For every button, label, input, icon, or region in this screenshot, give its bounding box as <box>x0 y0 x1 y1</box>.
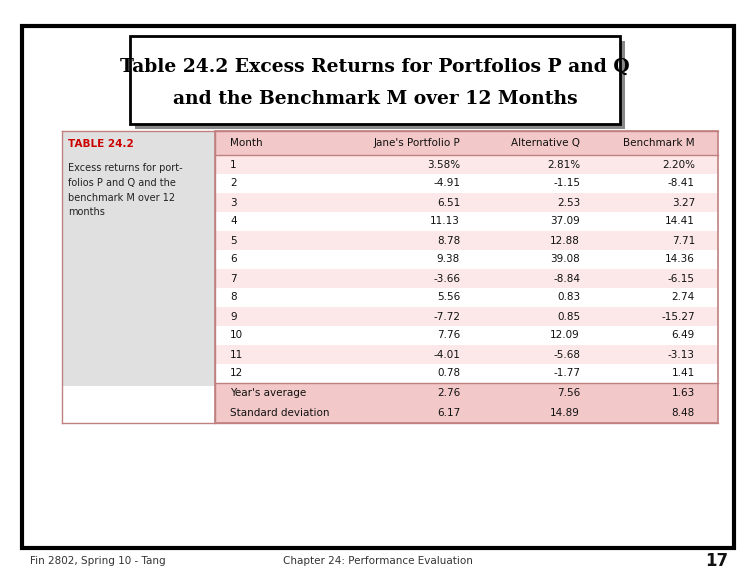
Text: 2.74: 2.74 <box>672 293 695 302</box>
Text: -15.27: -15.27 <box>662 312 695 321</box>
Text: 12.88: 12.88 <box>550 236 580 245</box>
Text: 5: 5 <box>230 236 237 245</box>
Text: -4.01: -4.01 <box>433 350 460 359</box>
FancyBboxPatch shape <box>215 131 718 155</box>
Text: 39.08: 39.08 <box>550 255 580 264</box>
Text: 0.83: 0.83 <box>557 293 580 302</box>
Text: -1.15: -1.15 <box>553 179 580 188</box>
Text: 2: 2 <box>230 179 237 188</box>
FancyBboxPatch shape <box>215 326 718 345</box>
Text: 8.78: 8.78 <box>437 236 460 245</box>
Text: 6.51: 6.51 <box>437 198 460 207</box>
FancyBboxPatch shape <box>215 250 718 269</box>
FancyBboxPatch shape <box>130 36 620 124</box>
Text: 11: 11 <box>230 350 243 359</box>
Text: 7.71: 7.71 <box>672 236 695 245</box>
Text: 4: 4 <box>230 217 237 226</box>
FancyBboxPatch shape <box>215 364 718 383</box>
Text: 14.36: 14.36 <box>665 255 695 264</box>
Text: -1.77: -1.77 <box>553 369 580 378</box>
Text: Excess returns for port-
folios P and Q and the
benchmark M over 12
months: Excess returns for port- folios P and Q … <box>68 163 183 217</box>
Text: 3.58%: 3.58% <box>427 160 460 169</box>
FancyBboxPatch shape <box>215 231 718 250</box>
FancyBboxPatch shape <box>135 41 625 129</box>
Text: 2.76: 2.76 <box>437 388 460 398</box>
FancyBboxPatch shape <box>62 131 215 386</box>
Text: 11.13: 11.13 <box>430 217 460 226</box>
Text: 7: 7 <box>230 274 237 283</box>
Text: -3.13: -3.13 <box>668 350 695 359</box>
Text: Table 24.2 Excess Returns for Portfolios P and Q: Table 24.2 Excess Returns for Portfolios… <box>120 58 630 76</box>
Text: -8.84: -8.84 <box>553 274 580 283</box>
Text: 6.49: 6.49 <box>672 331 695 340</box>
Text: 3.27: 3.27 <box>672 198 695 207</box>
FancyBboxPatch shape <box>215 155 718 174</box>
Text: Month: Month <box>230 138 262 148</box>
Text: 2.81%: 2.81% <box>547 160 580 169</box>
Text: 6.17: 6.17 <box>437 408 460 418</box>
Text: and the Benchmark M over 12 Months: and the Benchmark M over 12 Months <box>172 90 578 108</box>
Text: -5.68: -5.68 <box>553 350 580 359</box>
Text: 8: 8 <box>230 293 237 302</box>
Text: TABLE 24.2: TABLE 24.2 <box>68 139 134 149</box>
Text: 7.76: 7.76 <box>437 331 460 340</box>
Text: 6: 6 <box>230 255 237 264</box>
FancyBboxPatch shape <box>215 269 718 288</box>
Text: 2.53: 2.53 <box>556 198 580 207</box>
Text: Alternative Q: Alternative Q <box>511 138 580 148</box>
Text: 5.56: 5.56 <box>437 293 460 302</box>
Text: 1: 1 <box>230 160 237 169</box>
FancyBboxPatch shape <box>215 193 718 212</box>
FancyBboxPatch shape <box>215 383 718 403</box>
Text: Standard deviation: Standard deviation <box>230 408 330 418</box>
Text: 17: 17 <box>705 552 728 570</box>
FancyBboxPatch shape <box>22 26 734 548</box>
Text: Jane's Portfolio P: Jane's Portfolio P <box>373 138 460 148</box>
Text: 12.09: 12.09 <box>550 331 580 340</box>
Text: Chapter 24: Performance Evaluation: Chapter 24: Performance Evaluation <box>283 556 473 566</box>
FancyBboxPatch shape <box>215 345 718 364</box>
Text: 0.78: 0.78 <box>437 369 460 378</box>
Text: 9.38: 9.38 <box>437 255 460 264</box>
FancyBboxPatch shape <box>215 174 718 193</box>
Text: 2.20%: 2.20% <box>662 160 695 169</box>
Text: 8.48: 8.48 <box>672 408 695 418</box>
Text: 7.56: 7.56 <box>556 388 580 398</box>
Text: 12: 12 <box>230 369 243 378</box>
Text: 3: 3 <box>230 198 237 207</box>
Text: -7.72: -7.72 <box>433 312 460 321</box>
Text: 0.85: 0.85 <box>557 312 580 321</box>
Text: 1.63: 1.63 <box>672 388 695 398</box>
Text: -4.91: -4.91 <box>433 179 460 188</box>
Text: Fin 2802, Spring 10 - Tang: Fin 2802, Spring 10 - Tang <box>30 556 166 566</box>
FancyBboxPatch shape <box>215 212 718 231</box>
Text: 1.41: 1.41 <box>672 369 695 378</box>
Text: Benchmark M: Benchmark M <box>624 138 695 148</box>
Text: 14.89: 14.89 <box>550 408 580 418</box>
Text: Year's average: Year's average <box>230 388 306 398</box>
Text: -8.41: -8.41 <box>668 179 695 188</box>
Text: 9: 9 <box>230 312 237 321</box>
Text: 10: 10 <box>230 331 243 340</box>
Text: -6.15: -6.15 <box>668 274 695 283</box>
FancyBboxPatch shape <box>215 307 718 326</box>
Text: -3.66: -3.66 <box>433 274 460 283</box>
FancyBboxPatch shape <box>215 403 718 423</box>
Text: 37.09: 37.09 <box>550 217 580 226</box>
FancyBboxPatch shape <box>215 288 718 307</box>
Text: 14.41: 14.41 <box>665 217 695 226</box>
